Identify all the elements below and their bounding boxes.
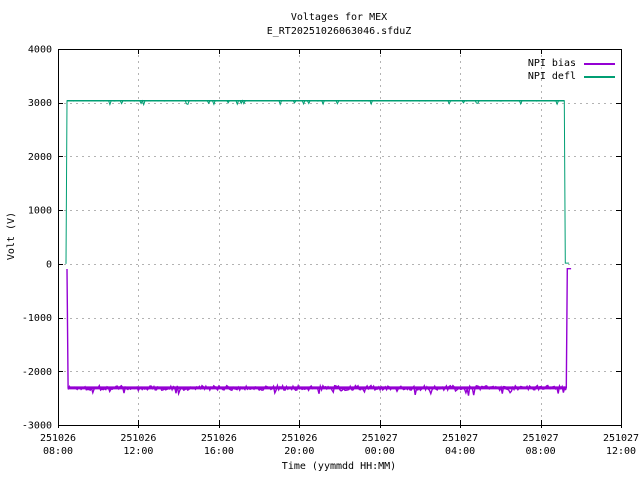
series-npi-defl <box>65 99 570 264</box>
svg-text:0: 0 <box>46 259 52 270</box>
legend-label-npi-defl: NPI defl <box>527 71 576 82</box>
series-npi-bias <box>66 268 572 397</box>
svg-text:2000: 2000 <box>28 152 52 163</box>
legend-item-npi-bias: NPI bias <box>515 57 615 70</box>
svg-text:1000: 1000 <box>28 206 52 217</box>
svg-text:-1000: -1000 <box>22 313 52 324</box>
chart-title: Voltages for MEX <box>290 12 388 23</box>
legend-line-sample-npi-bias <box>584 62 615 65</box>
tick-labels: -3000 -2000 -1000 0 1000 2000 3000 4000 251026 08… <box>22 45 639 458</box>
legend-label-npi-bias: NPI bias <box>527 58 576 69</box>
tick-marks <box>58 49 622 428</box>
chart-subtitle: E_RT20251026063046.sfduZ <box>266 26 412 37</box>
x-axis-title: Time (yymmdd HH:MM) <box>281 461 397 472</box>
y-axis-title: Volt (V) <box>6 211 17 261</box>
plot-border <box>58 49 622 426</box>
legend-item-npi-defl: NPI defl <box>515 70 615 83</box>
svg-text:-3000: -3000 <box>22 421 52 432</box>
gridlines <box>58 49 621 425</box>
legend-line-sample-npi-defl <box>584 75 615 78</box>
legend: NPI bias NPI defl <box>515 57 615 83</box>
svg-text:-2000: -2000 <box>22 367 52 378</box>
svg-text:4000: 4000 <box>28 45 52 56</box>
svg-text:3000: 3000 <box>28 98 52 109</box>
